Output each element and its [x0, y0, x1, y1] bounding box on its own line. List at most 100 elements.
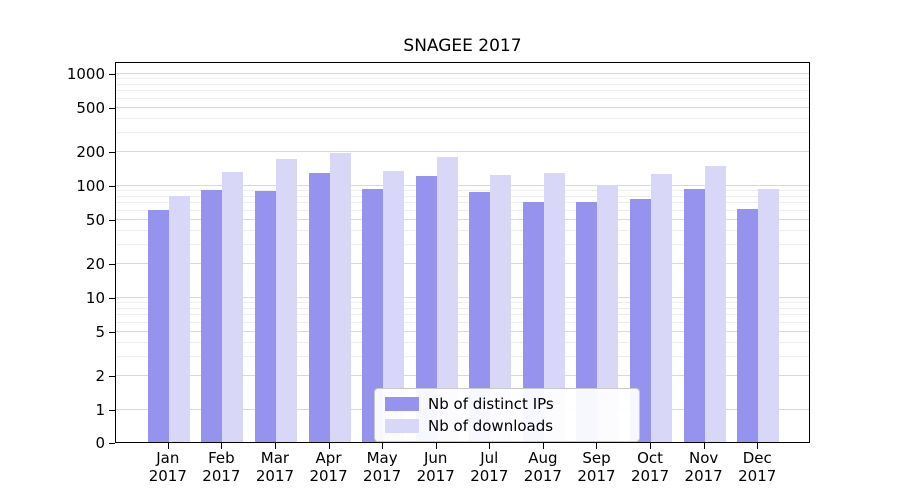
x-tick-year: 2017: [738, 467, 777, 485]
gridline-1000: [116, 73, 809, 74]
legend-label-nb-of-distinct-ips: Nb of distinct IPs: [428, 395, 554, 413]
x-tick-label-dec-2017: Dec 2017: [722, 449, 792, 485]
x-tick-year: 2017: [202, 467, 241, 485]
y-tick-mark-500: [109, 107, 115, 109]
gridline-minor-3: [116, 355, 809, 357]
bar-nb-of-downloads-nov-2017: [704, 165, 726, 442]
x-tick-mark-jan-2017: [167, 443, 169, 449]
y-axis: 0 1 2 5 10 20 50 100 200 500 1000: [0, 0, 105, 500]
x-tick-month: Apr: [315, 449, 342, 467]
x-tick-month: Sep: [582, 449, 611, 467]
gridline-minor-6: [116, 321, 809, 323]
x-tick-mark-mar-2017: [274, 443, 276, 449]
y-tick-label-5: 5: [95, 322, 105, 341]
y-tick-mark-1000: [109, 74, 115, 75]
gridline-100: [116, 185, 809, 186]
x-tick-mark-nov-2017: [703, 443, 705, 449]
x-tick-month: Mar: [260, 449, 290, 467]
x-tick-year: 2017: [523, 467, 562, 485]
gridline-minor-300: [116, 131, 809, 133]
x-tick-label-jan-2017: Jan 2017: [133, 449, 203, 485]
y-tick-mark-100: [109, 186, 115, 187]
gridline-minor-90: [116, 190, 809, 192]
bar-nb-of-downloads-dec-2017: [758, 189, 780, 442]
x-tick-label-nov-2017: Nov 2017: [669, 449, 739, 485]
bar-nb-of-distinct-ips-sep-2017: [576, 202, 598, 442]
y-tick-label-500: 500: [76, 98, 105, 117]
x-tick-mark-may-2017: [382, 443, 384, 449]
x-tick-year: 2017: [309, 467, 348, 485]
y-tick-mark-2: [109, 376, 115, 378]
bar-nb-of-downloads-feb-2017: [222, 172, 244, 442]
x-tick-label-mar-2017: Mar 2017: [240, 449, 310, 485]
bar-nb-of-distinct-ips-dec-2017: [737, 209, 759, 442]
x-tick-month: Jul: [480, 449, 499, 467]
x-tick-label-may-2017: May 2017: [347, 449, 417, 485]
x-tick-mark-sep-2017: [596, 443, 598, 449]
y-tick-label-200: 200: [76, 143, 105, 162]
bar-nb-of-distinct-ips-jan-2017: [147, 209, 169, 442]
y-tick-label-1: 1: [95, 401, 105, 419]
chart-title: SNAGEE 2017: [403, 36, 522, 56]
x-tick-month: Oct: [637, 449, 663, 467]
bar-nb-of-downloads-jan-2017: [168, 195, 190, 442]
gridline-minor-600: [116, 97, 809, 99]
bar-nb-of-distinct-ips-oct-2017: [630, 199, 652, 442]
x-tick-year: 2017: [255, 467, 295, 485]
x-tick-month: Dec: [742, 449, 772, 467]
gridline-2: [116, 375, 809, 377]
gridline-20: [116, 263, 809, 265]
legend-swatch-nb-of-downloads: [385, 419, 419, 433]
bar-nb-of-distinct-ips-may-2017: [362, 189, 384, 442]
legend-label-nb-of-downloads: Nb of downloads: [428, 417, 554, 435]
gridline-10: [116, 297, 809, 298]
bar-nb-of-downloads-aug-2017: [543, 173, 565, 442]
x-tick-month: Nov: [688, 449, 719, 467]
x-tick-mark-jun-2017: [435, 443, 437, 449]
x-tick-year: 2017: [416, 467, 455, 485]
x-tick-year: 2017: [684, 467, 723, 485]
bar-nb-of-downloads-may-2017: [383, 171, 405, 442]
x-tick-label-apr-2017: Apr 2017: [294, 449, 364, 485]
x-tick-label-aug-2017: Aug 2017: [508, 449, 578, 485]
x-tick-year: 2017: [630, 467, 670, 485]
y-tick-mark-10: [109, 298, 115, 299]
bar-nb-of-downloads-mar-2017: [275, 159, 297, 442]
bar-nb-of-distinct-ips-mar-2017: [254, 191, 276, 442]
x-tick-label-oct-2017: Oct 2017: [615, 449, 685, 485]
x-tick-mark-aug-2017: [542, 443, 544, 449]
y-tick-label-100: 100: [76, 177, 105, 195]
gridline-minor-4: [116, 341, 809, 343]
legend-swatch-nb-of-distinct-ips: [385, 397, 419, 411]
y-tick-label-20: 20: [85, 255, 105, 274]
bar-nb-of-distinct-ips-apr-2017: [308, 173, 330, 442]
gridline-minor-700: [116, 90, 809, 92]
x-tick-mark-oct-2017: [650, 443, 652, 449]
bar-nb-of-distinct-ips-feb-2017: [201, 190, 223, 442]
gridline-minor-8: [116, 307, 809, 309]
gridline-minor-80: [116, 195, 809, 197]
x-tick-month: Feb: [208, 449, 235, 467]
gridline-minor-400: [116, 117, 809, 119]
y-tick-label-1000: 1000: [66, 65, 105, 83]
bar-nb-of-downloads-jul-2017: [490, 175, 512, 442]
x-tick-label-jun-2017: Jun 2017: [401, 449, 471, 485]
x-tick-year: 2017: [363, 467, 402, 485]
x-tick-year: 2017: [148, 467, 187, 485]
x-tick-mark-apr-2017: [328, 443, 330, 449]
x-tick-month: Aug: [528, 449, 558, 467]
x-tick-label-feb-2017: Feb 2017: [186, 449, 256, 485]
bar-nb-of-distinct-ips-jun-2017: [415, 176, 437, 442]
gridline-500: [116, 106, 809, 108]
gridline-minor-40: [116, 229, 809, 231]
gridline-minor-30: [116, 243, 809, 245]
x-tick-year: 2017: [577, 467, 616, 485]
y-tick-label-0: 0: [95, 434, 105, 452]
gridline-5: [116, 330, 809, 332]
plot-area: [115, 62, 810, 443]
gridline-minor-800: [116, 83, 809, 85]
bar-nb-of-downloads-apr-2017: [329, 152, 351, 442]
y-tick-label-10: 10: [85, 289, 105, 307]
x-tick-mark-feb-2017: [221, 443, 223, 449]
